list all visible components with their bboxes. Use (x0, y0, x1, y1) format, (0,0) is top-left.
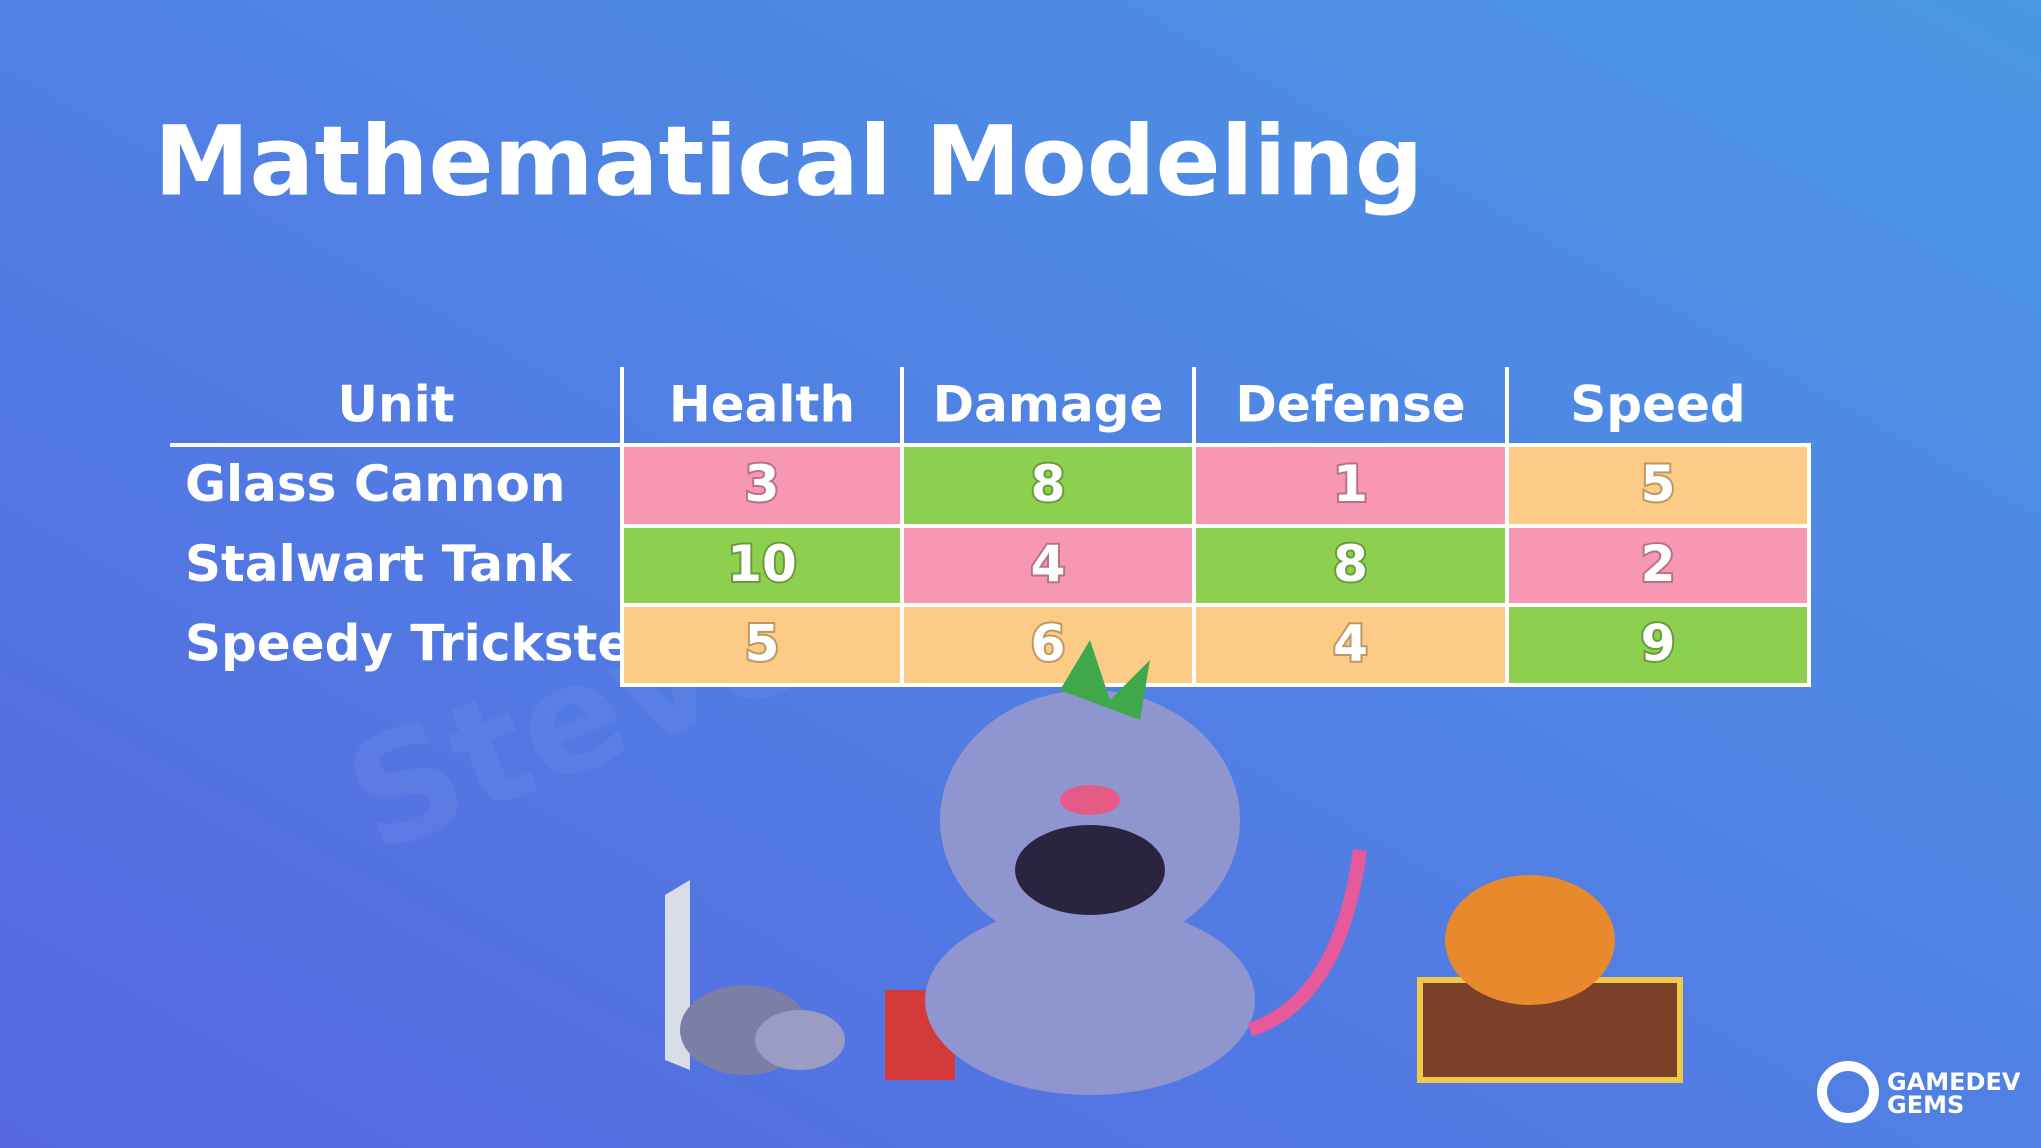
column-header: Unit (337, 376, 454, 434)
unit-name: Speedy Trickster (185, 615, 656, 673)
column-header: Defense (1235, 376, 1465, 434)
rat-nose (1060, 785, 1120, 815)
logo-text: GEMS (1887, 1091, 1964, 1119)
unit-name: Stalwart Tank (185, 535, 574, 593)
cell-value: 9 (1641, 615, 1676, 673)
pigeon-tail (755, 1010, 845, 1070)
cell-value: 5 (745, 615, 780, 673)
table-cell (620, 443, 904, 528)
cell-value: 1 (1333, 455, 1368, 513)
cell-value: 6 (1031, 615, 1066, 673)
table-cell (1505, 524, 1811, 607)
table-cell (1192, 443, 1509, 528)
rat-head (940, 690, 1240, 950)
column-header: Damage (933, 376, 1164, 434)
logo: GAMEDEV GEMS (1817, 1061, 2021, 1123)
slide-title: Mathematical Modeling (154, 105, 1423, 217)
rat-mohawk (1060, 640, 1150, 720)
cell-value: 2 (1641, 535, 1676, 593)
illustration (665, 640, 1683, 1095)
cell-value: 8 (1031, 455, 1066, 513)
stats-table: Unit Health Damage Defense Speed Glass Cannon… (170, 367, 1811, 687)
table-cell (900, 524, 1196, 607)
cell-value: 5 (1641, 455, 1676, 513)
cell-value: 4 (1031, 535, 1066, 593)
rat-tail (1247, 849, 1367, 1037)
unit-name: Glass Cannon (185, 455, 565, 513)
rat-mouth (1015, 825, 1165, 915)
logo-icon (1817, 1061, 1879, 1123)
cell-value: 8 (1333, 535, 1368, 593)
cell-value: 10 (727, 535, 797, 593)
table-cell (1192, 603, 1509, 687)
column-header: Speed (1570, 376, 1745, 434)
cell-value: 4 (1333, 615, 1368, 673)
dog (1445, 875, 1615, 1005)
cell-value: 3 (745, 455, 780, 513)
logo-text: GAMEDEV (1887, 1068, 2021, 1096)
rat-body (925, 905, 1255, 1095)
column-header: Health (669, 376, 855, 434)
table-cell (1505, 603, 1811, 687)
